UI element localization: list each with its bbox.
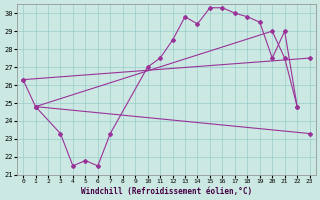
X-axis label: Windchill (Refroidissement éolien,°C): Windchill (Refroidissement éolien,°C)	[81, 187, 252, 196]
